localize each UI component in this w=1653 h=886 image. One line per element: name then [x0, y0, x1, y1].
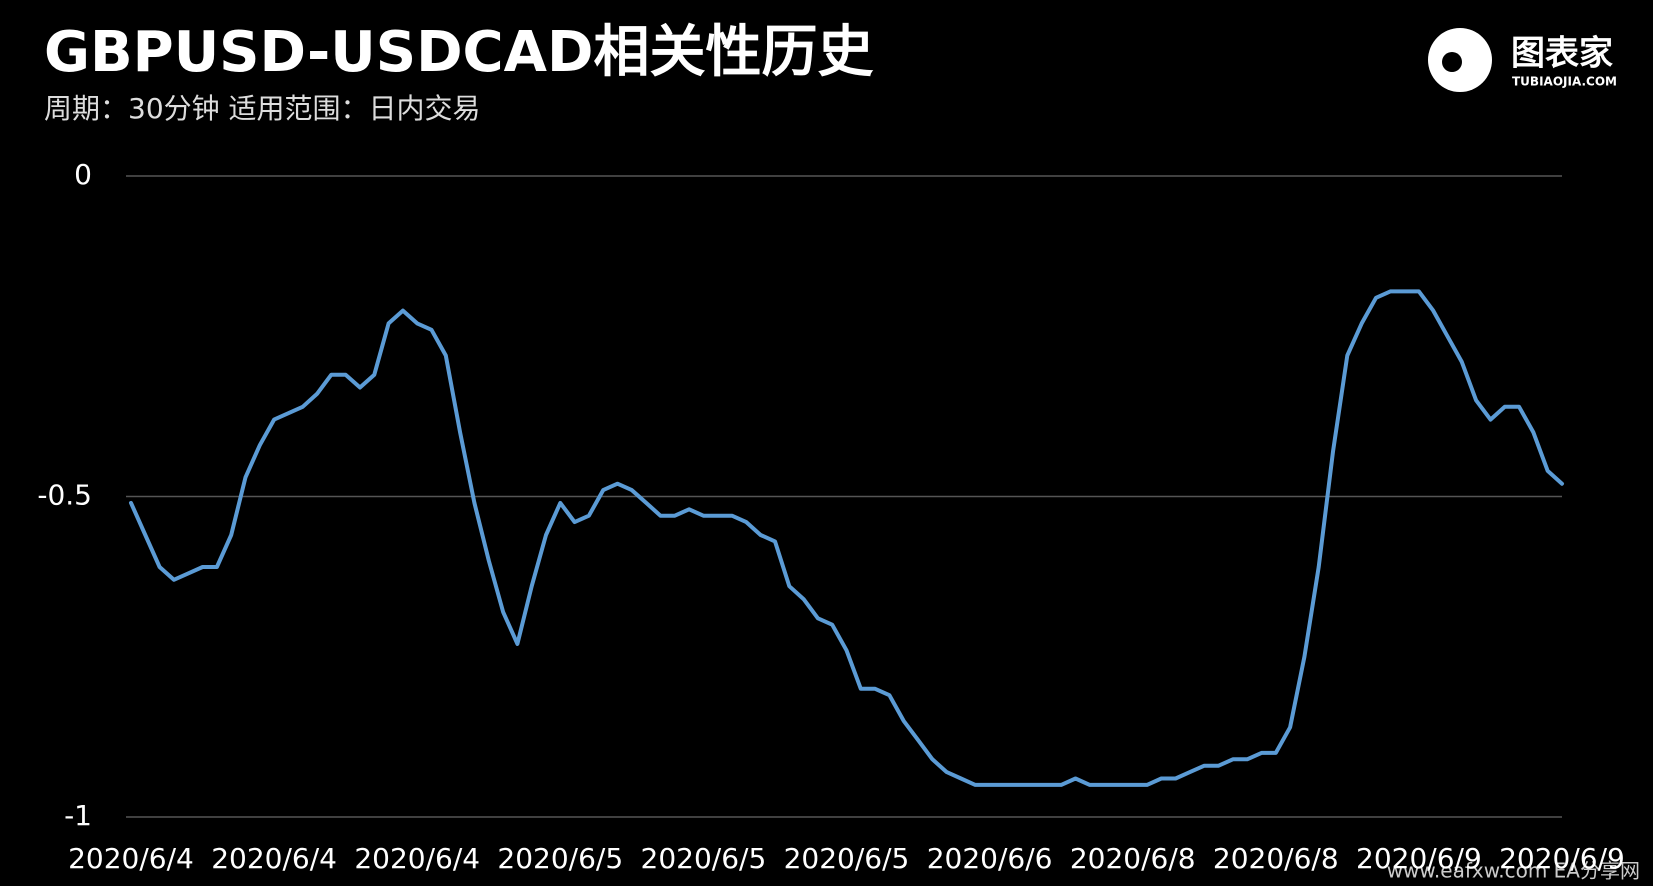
x-tick-label: 2020/6/8 — [1070, 842, 1196, 875]
x-tick-label: 2020/6/9 — [1499, 842, 1625, 875]
y-tick-label: -0.5 — [37, 479, 92, 512]
x-tick-label: 2020/6/4 — [211, 842, 337, 875]
logo-subtext: TUBIAOJIA.COM — [1512, 75, 1617, 89]
y-tick-label: 0 — [74, 158, 92, 191]
x-tick-label: 2020/6/4 — [68, 842, 194, 875]
x-tick-label: 2020/6/5 — [641, 842, 767, 875]
x-tick-label: 2020/6/5 — [497, 842, 623, 875]
data-line — [129, 289, 1564, 787]
x-tick-label: 2020/6/6 — [927, 842, 1053, 875]
logo: 图表家 TUBIAOJIA.COM — [1428, 28, 1617, 92]
y-tick-label: -1 — [64, 799, 92, 832]
x-tick-label: 2020/6/8 — [1213, 842, 1339, 875]
watermark: www.eafxw.com EA分享网 — [1387, 859, 1640, 883]
chart-title: GBPUSD-USDCAD相关性历史 — [44, 20, 873, 85]
x-tick-label: 2020/6/5 — [784, 842, 910, 875]
logo-icon-eye — [1442, 52, 1462, 72]
x-tick-label: 2020/6/4 — [354, 842, 480, 875]
logo-text: 图表家 — [1511, 34, 1613, 74]
x-tick-label: 2020/6/9 — [1356, 842, 1482, 875]
chart-subtitle: 周期：30分钟 适用范围：日内交易 — [44, 92, 481, 125]
